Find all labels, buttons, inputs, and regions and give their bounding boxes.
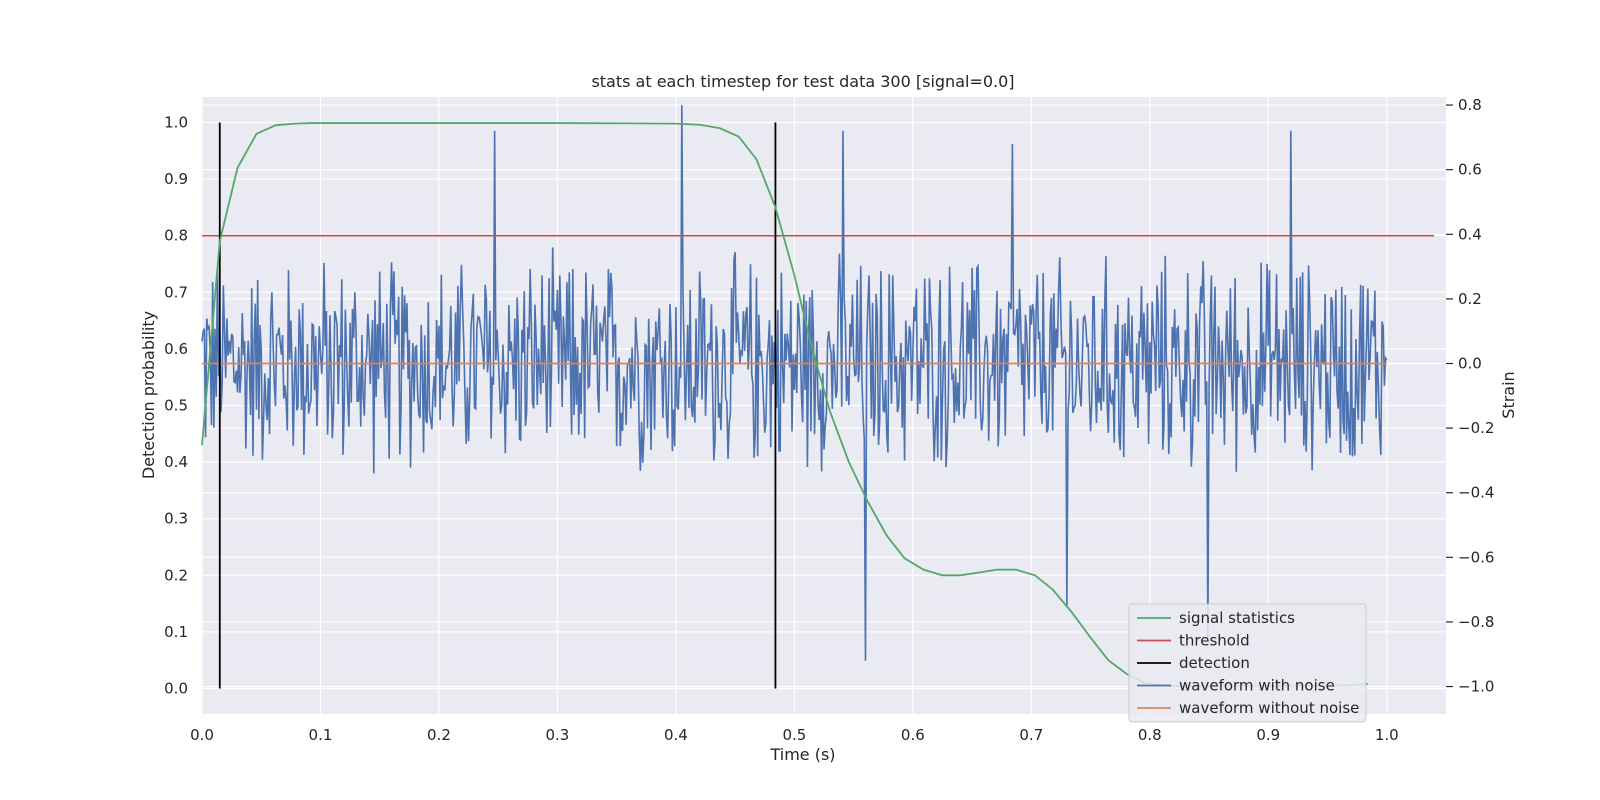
y-tick-label-left: 0.5 xyxy=(164,397,188,415)
y-tick-label-left: 0.3 xyxy=(164,510,188,528)
axis-ticks: 0.0 0.1 0.2 0.3 0.4 0.5 0.6 0.7 0.8 0.9 1.0 0.0 0.1 0… xyxy=(164,96,1494,744)
y-tick-label-right: 0.2 xyxy=(1458,290,1482,308)
y-tick-label-left: 0.4 xyxy=(164,453,188,471)
y-tick-label-left: 0.8 xyxy=(164,227,188,245)
y-tick-label-right: 0.0 xyxy=(1458,355,1482,373)
y-axis-left-label: Detection probability xyxy=(139,311,158,479)
legend-label: detection xyxy=(1179,654,1250,672)
y-tick-label-right: 0.6 xyxy=(1458,161,1482,179)
x-tick-label: 0.8 xyxy=(1138,726,1162,744)
legend-label: waveform without noise xyxy=(1179,699,1359,717)
y-axis-right-label: Strain xyxy=(1499,371,1518,418)
y-tick-label-right: −1.0 xyxy=(1458,678,1494,696)
y-tick-label-right: −0.2 xyxy=(1458,419,1494,437)
x-tick-label: 0.2 xyxy=(427,726,451,744)
y-tick-label-left: 0.9 xyxy=(164,170,188,188)
y-tick-label-right: −0.8 xyxy=(1458,613,1494,631)
legend: signal statistics threshold detection wavef… xyxy=(1128,603,1367,723)
y-tick-label-right: −0.4 xyxy=(1458,484,1494,502)
x-tick-label: 0.3 xyxy=(545,726,569,744)
x-tick-label: 0.9 xyxy=(1256,726,1280,744)
y-tick-label-left: 0.6 xyxy=(164,340,188,358)
series-waveform-with-noise xyxy=(201,105,1388,661)
legend-label: threshold xyxy=(1179,632,1250,650)
legend-label: signal statistics xyxy=(1179,609,1295,627)
y-tick-label-left: 0.1 xyxy=(164,623,188,641)
x-tick-label: 0.0 xyxy=(190,726,214,744)
legend-box xyxy=(1128,603,1367,723)
x-tick-label: 0.6 xyxy=(901,726,925,744)
x-tick-label: 0.7 xyxy=(1019,726,1043,744)
y-tick-label-left: 0.2 xyxy=(164,566,188,584)
y-tick-label-left: 1.0 xyxy=(164,113,188,131)
legend-label: waveform with noise xyxy=(1179,677,1335,695)
x-tick-label: 0.1 xyxy=(309,726,333,744)
y-tick-label-right: 0.4 xyxy=(1458,225,1482,243)
chart-title: stats at each timestep for test data 300… xyxy=(591,72,1014,91)
x-axis-label: Time (s) xyxy=(769,745,835,764)
y-tick-label-left: 0.7 xyxy=(164,283,188,301)
y-tick-label-left: 0.0 xyxy=(164,680,188,698)
x-tick-label: 1.0 xyxy=(1375,726,1399,744)
x-tick-label: 0.5 xyxy=(782,726,806,744)
line-waveform-with-noise xyxy=(201,105,1388,661)
y-tick-label-right: 0.8 xyxy=(1458,96,1482,114)
y-tick-label-right: −0.6 xyxy=(1458,548,1494,566)
x-tick-label: 0.4 xyxy=(664,726,688,744)
